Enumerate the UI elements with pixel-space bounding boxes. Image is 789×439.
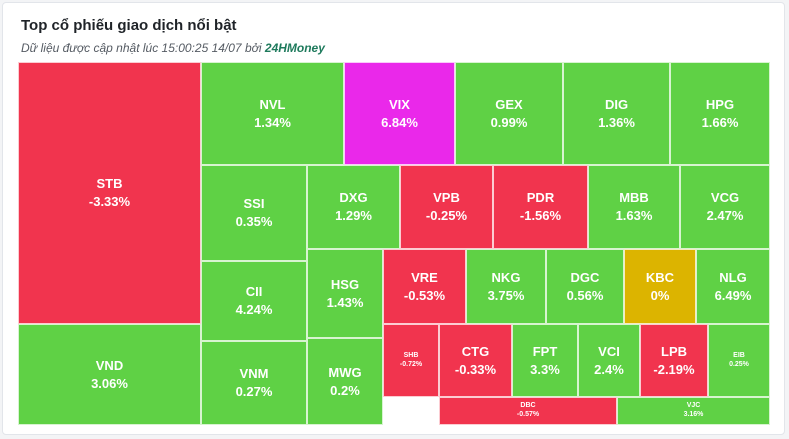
- tile-fpt[interactable]: FPT 3.3%: [512, 324, 578, 397]
- tile-symbol: VND: [95, 357, 124, 373]
- tile-change: 1.36%: [598, 114, 635, 130]
- tile-symbol: SHB: [403, 351, 419, 359]
- tile-symbol: DBC: [520, 402, 536, 410]
- tile-change: -0.25%: [425, 208, 468, 223]
- update-timestamp-text: Dữ liệu được cập nhật lúc 15:00:25 14/07…: [21, 41, 262, 55]
- tile-symbol: DIG: [604, 96, 629, 112]
- tile-nkg[interactable]: NKG 3.75%: [466, 249, 546, 324]
- tile-change: 3.3%: [530, 361, 560, 377]
- tile-hpg[interactable]: HPG 1.66%: [670, 62, 770, 165]
- tile-shb[interactable]: SHB -0.72%: [383, 324, 439, 397]
- tile-gex[interactable]: GEX 0.99%: [455, 62, 563, 165]
- tile-symbol: CII: [245, 284, 263, 300]
- tile-change: 0.25%: [729, 360, 749, 368]
- tile-symbol: GEX: [495, 96, 523, 112]
- tile-symbol: VRE: [411, 269, 438, 285]
- tile-symbol: HPG: [705, 96, 735, 112]
- tile-mbb[interactable]: MBB 1.63%: [588, 165, 680, 249]
- tile-symbol: NKG: [491, 269, 521, 285]
- tile-stb[interactable]: STB -3.33%: [18, 62, 201, 324]
- tile-vjc[interactable]: VJC 3.16%: [617, 397, 770, 425]
- tile-symbol: DGC: [570, 269, 600, 285]
- tile-symbol: HSG: [330, 276, 360, 292]
- tile-symbol: VPB: [433, 190, 460, 206]
- card-title: Top cổ phiếu giao dịch nổi bật: [21, 17, 237, 34]
- tile-change: -0.53%: [403, 287, 446, 303]
- brand-link[interactable]: 24HMoney: [264, 41, 325, 55]
- update-info: Dữ liệu được cập nhật lúc 15:00:25 14/07…: [21, 41, 325, 55]
- tile-symbol: LPB: [661, 343, 687, 359]
- stock-treemap: STB -3.33% VND 3.06% NVL 1.34% VIX 6.84% GEX 0.99…: [18, 62, 770, 425]
- tile-change: 1.43%: [326, 294, 364, 310]
- tile-vpb[interactable]: VPB -0.25%: [400, 165, 493, 249]
- tile-vci[interactable]: VCI 2.4%: [578, 324, 640, 397]
- tile-cii[interactable]: CII 4.24%: [201, 261, 307, 341]
- tile-change: 4.24%: [235, 302, 273, 317]
- tile-change: 3.06%: [91, 375, 128, 391]
- tile-change: 1.34%: [254, 114, 291, 130]
- tile-change: 1.29%: [335, 208, 372, 223]
- tile-kbc[interactable]: KBC 0%: [624, 249, 696, 324]
- tile-change: 3.16%: [683, 411, 704, 418]
- tile-symbol: MWG: [328, 364, 362, 380]
- tile-dbc[interactable]: DBC -0.57%: [439, 397, 617, 425]
- tile-change: 3.75%: [487, 287, 525, 303]
- tile-change: 0.35%: [235, 214, 273, 229]
- tile-change: 1.63%: [615, 208, 653, 223]
- tile-change: 2.4%: [594, 361, 624, 377]
- tile-change: 0%: [650, 287, 670, 303]
- tile-symbol: PDR: [526, 190, 555, 206]
- tile-dig[interactable]: DIG 1.36%: [563, 62, 670, 165]
- tile-vcg[interactable]: VCG 2.47%: [680, 165, 770, 249]
- tile-change: 0.2%: [330, 382, 360, 398]
- tile-vnm[interactable]: VNM 0.27%: [201, 341, 307, 425]
- tile-change: 0.56%: [566, 287, 604, 303]
- tile-symbol: VJC: [686, 402, 701, 410]
- tile-change: -0.33%: [454, 361, 497, 377]
- tile-symbol: CTG: [461, 343, 490, 359]
- tile-nvl[interactable]: NVL 1.34%: [201, 62, 344, 165]
- tile-symbol: SSI: [243, 196, 265, 212]
- tile-symbol: VCG: [710, 190, 740, 206]
- tile-symbol: FPT: [532, 343, 558, 359]
- tile-symbol: DXG: [339, 190, 368, 206]
- tile-change: -2.19%: [653, 361, 695, 377]
- tile-vix[interactable]: VIX 6.84%: [344, 62, 455, 165]
- tile-eib[interactable]: EIB 0.25%: [708, 324, 770, 397]
- tile-dxg[interactable]: DXG 1.29%: [307, 165, 400, 249]
- tile-nlg[interactable]: NLG 6.49%: [696, 249, 770, 324]
- tile-ssi[interactable]: SSI 0.35%: [201, 165, 307, 261]
- tile-change: -0.57%: [516, 411, 540, 418]
- tile-mwg[interactable]: MWG 0.2%: [307, 338, 383, 425]
- tile-dgc[interactable]: DGC 0.56%: [546, 249, 624, 324]
- tile-vnd[interactable]: VND 3.06%: [18, 324, 201, 425]
- tile-change: -0.72%: [399, 360, 423, 368]
- tile-change: 0.99%: [490, 114, 528, 130]
- tile-change: -1.56%: [519, 208, 562, 223]
- tile-symbol: KBC: [645, 269, 675, 285]
- tile-symbol: VCI: [598, 343, 620, 359]
- tile-symbol: VIX: [389, 96, 410, 112]
- tile-symbol: STB: [96, 176, 123, 192]
- tile-symbol: NLG: [719, 269, 747, 285]
- tile-symbol: MBB: [619, 190, 649, 206]
- tile-change: 2.47%: [706, 208, 744, 223]
- tile-change: -3.33%: [88, 194, 131, 209]
- tile-ctg[interactable]: CTG -0.33%: [439, 324, 512, 397]
- tile-symbol: VNM: [239, 366, 269, 382]
- tile-change: 6.49%: [714, 287, 752, 303]
- tile-symbol: NVL: [259, 96, 286, 112]
- tile-symbol: EIB: [733, 351, 745, 359]
- tile-pdr[interactable]: PDR -1.56%: [493, 165, 588, 249]
- tile-change: 1.66%: [701, 114, 739, 130]
- tile-change: 0.27%: [235, 384, 273, 399]
- tile-change: 6.84%: [381, 114, 418, 130]
- tile-hsg[interactable]: HSG 1.43%: [307, 249, 383, 338]
- tile-lpb[interactable]: LPB -2.19%: [640, 324, 708, 397]
- tile-vre[interactable]: VRE -0.53%: [383, 249, 466, 324]
